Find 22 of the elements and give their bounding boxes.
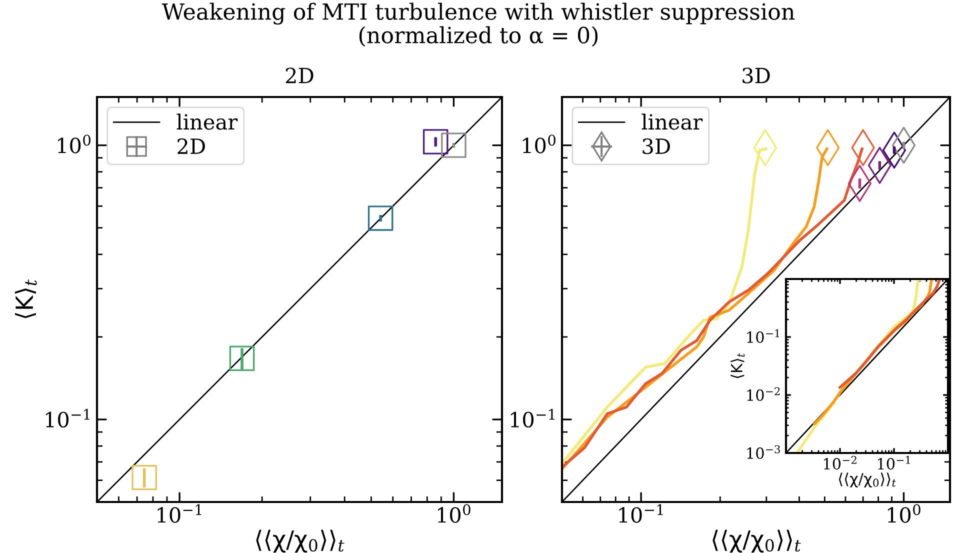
legend-label: 2D [178,138,205,154]
point [422,129,448,154]
x-tick-label: 10$^{0}$ [438,504,470,523]
x-tick-label: 10$^{0}$ [888,504,920,523]
x-tick-label: 10$^{−1}$ [619,504,663,523]
x-tick-label: 10$^{−1}$ [158,504,202,523]
y-axis-title: ⟨K⟩$_{t}$ [730,353,745,378]
y-tick-label: 10$^{−3}$ [747,445,780,459]
text: Weakening of MTI turbulence with whistler suppression (normalized to α = 0) [162,2,795,47]
legend-label: 3D [642,138,670,154]
x-axis-title: ⟨⟨χ/χ$_{0}$⟩⟩$_{t}$ [712,530,801,553]
x-axis-title: ⟨⟨χ/χ$_{0}$⟩⟩$_{t}$ [256,530,344,553]
legend-label: linear [642,114,703,130]
y-axis-title: ⟨K⟩$_{t}$ [14,279,37,318]
chart-title: 3D [742,68,770,84]
y-tick-label: 10$^{−1}$ [747,329,780,343]
point [132,464,157,490]
x-axis-title: ⟨⟨χ/χ$_{0}$⟩⟩$_{t}$ [838,472,896,488]
point [229,346,255,372]
y-tick-label: 10$^{−2}$ [747,387,780,401]
legend-label: linear [176,114,238,130]
chart-title: 2D [286,68,314,84]
